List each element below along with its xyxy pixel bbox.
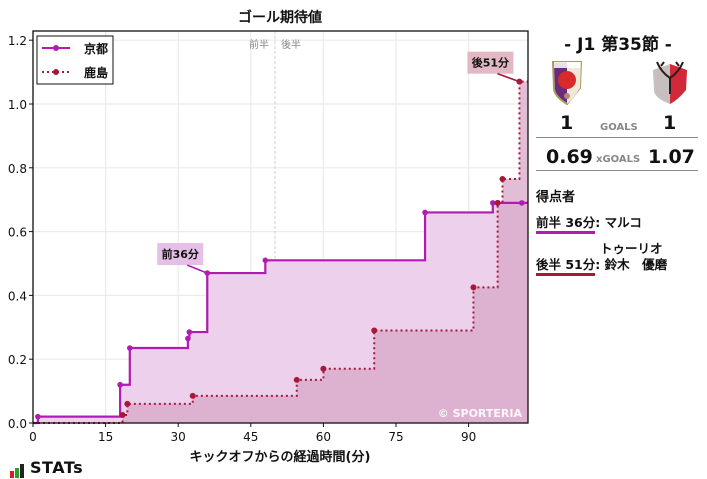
round-title: - J1 第35節 - xyxy=(564,35,672,55)
svg-text:0.4: 0.4 xyxy=(8,289,27,303)
scorer-entry: 後半 51分: 鈴木 優磨 xyxy=(536,254,667,276)
svg-text:0.8: 0.8 xyxy=(8,162,27,176)
series-areas xyxy=(33,81,528,424)
svg-text:前36分: 前36分 xyxy=(162,247,199,261)
home-xgoals: 0.69 xyxy=(546,146,593,168)
svg-text:1.2: 1.2 xyxy=(8,34,27,48)
svg-text:0.2: 0.2 xyxy=(8,353,27,367)
svg-text:45: 45 xyxy=(243,430,258,444)
bar-chart-icon xyxy=(10,459,25,478)
svg-text:前半: 前半 xyxy=(249,38,269,51)
svg-text:15: 15 xyxy=(98,430,113,444)
scorer-name-line2: トゥーリオ xyxy=(600,241,663,256)
scorer-name: マルコ xyxy=(604,215,642,230)
goals-row: 1 GOALS 1 xyxy=(536,112,698,138)
stats-logo: STATs xyxy=(10,458,83,478)
svg-text:30: 30 xyxy=(171,430,186,444)
plot-frame xyxy=(32,30,529,424)
svg-text:0.0: 0.0 xyxy=(8,417,27,431)
svg-text:1.0: 1.0 xyxy=(8,98,27,112)
svg-text:京都: 京都 xyxy=(84,41,108,56)
kyoto-crest-icon xyxy=(551,58,583,110)
home-goals: 1 xyxy=(560,112,574,134)
svg-text:後半: 後半 xyxy=(281,38,301,51)
brand-name: STATs xyxy=(30,458,84,477)
away-xgoals: 1.07 xyxy=(648,146,695,168)
scorer-time: 前半 36分 xyxy=(536,212,596,234)
chart-title: ゴール期待値 xyxy=(238,9,322,26)
xgoals-row: 0.69 xGOALS 1.07 xyxy=(536,146,698,171)
scorer-time: 後半 51分 xyxy=(536,254,596,276)
svg-text:75: 75 xyxy=(388,430,403,444)
watermark: © SPORTERIA xyxy=(438,407,523,420)
away-goals: 1 xyxy=(663,112,677,134)
series-lines xyxy=(33,78,528,425)
svg-text:0: 0 xyxy=(29,430,37,444)
scorer-name: 鈴木 優磨 xyxy=(604,257,668,272)
kashima-crest-icon xyxy=(649,58,691,108)
x-axis-label: キックオフからの経過時間(分) xyxy=(190,449,371,465)
scorer-entry: 前半 36分: マルコ トゥーリオ xyxy=(536,212,663,257)
svg-text:0.6: 0.6 xyxy=(8,226,27,240)
axes: 0 15 30 45 60 75 90 0.0 0.2 0.4 0.6 0.8 1.0 1.2 xyxy=(8,34,476,444)
goals-label: GOALS xyxy=(600,122,638,133)
goal-annotations: 前36分 後51分 xyxy=(157,51,520,274)
svg-text:90: 90 xyxy=(461,430,476,444)
svg-text:60: 60 xyxy=(316,430,331,444)
svg-text:後51分: 後51分 xyxy=(472,56,509,70)
xgoals-label: xGOALS xyxy=(596,154,641,165)
scorers-title: 得点者 xyxy=(536,190,576,205)
svg-text:鹿島: 鹿島 xyxy=(84,65,108,80)
